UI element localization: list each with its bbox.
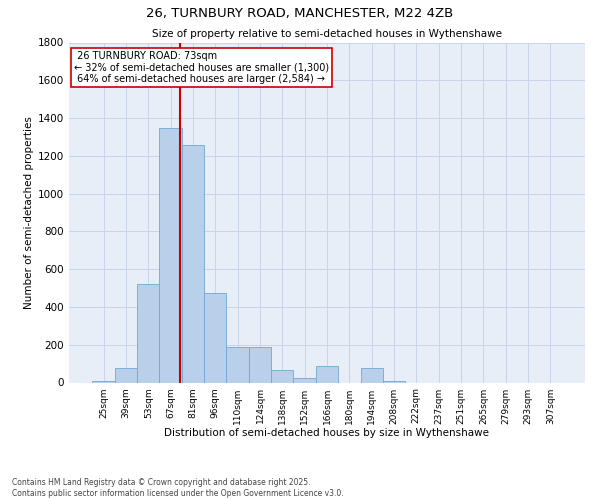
Bar (204, 293, 226, 382)
Bar (160, 128, 182, 382)
Text: 26, TURNBURY ROAD, MANCHESTER, M22 4ZB: 26, TURNBURY ROAD, MANCHESTER, M22 4ZB (146, 8, 454, 20)
Bar (249, 346, 271, 382)
Bar (182, 144, 204, 382)
Bar (137, 284, 160, 382)
Bar (361, 368, 383, 382)
Bar (271, 370, 293, 382)
Bar (293, 378, 316, 382)
Text: Contains HM Land Registry data © Crown copyright and database right 2025.
Contai: Contains HM Land Registry data © Crown c… (12, 478, 344, 498)
Title: Size of property relative to semi-detached houses in Wythenshawe: Size of property relative to semi-detach… (152, 29, 502, 39)
X-axis label: Distribution of semi-detached houses by size in Wythenshawe: Distribution of semi-detached houses by … (164, 428, 490, 438)
Bar (316, 366, 338, 382)
Text: 26 TURNBURY ROAD: 73sqm
← 32% of semi-detached houses are smaller (1,300)
 64% o: 26 TURNBURY ROAD: 73sqm ← 32% of semi-de… (74, 51, 329, 84)
Bar (92, 380, 115, 382)
Y-axis label: Number of semi-detached properties: Number of semi-detached properties (24, 116, 34, 309)
Bar (383, 380, 405, 382)
Bar (226, 346, 249, 382)
Bar (115, 368, 137, 382)
